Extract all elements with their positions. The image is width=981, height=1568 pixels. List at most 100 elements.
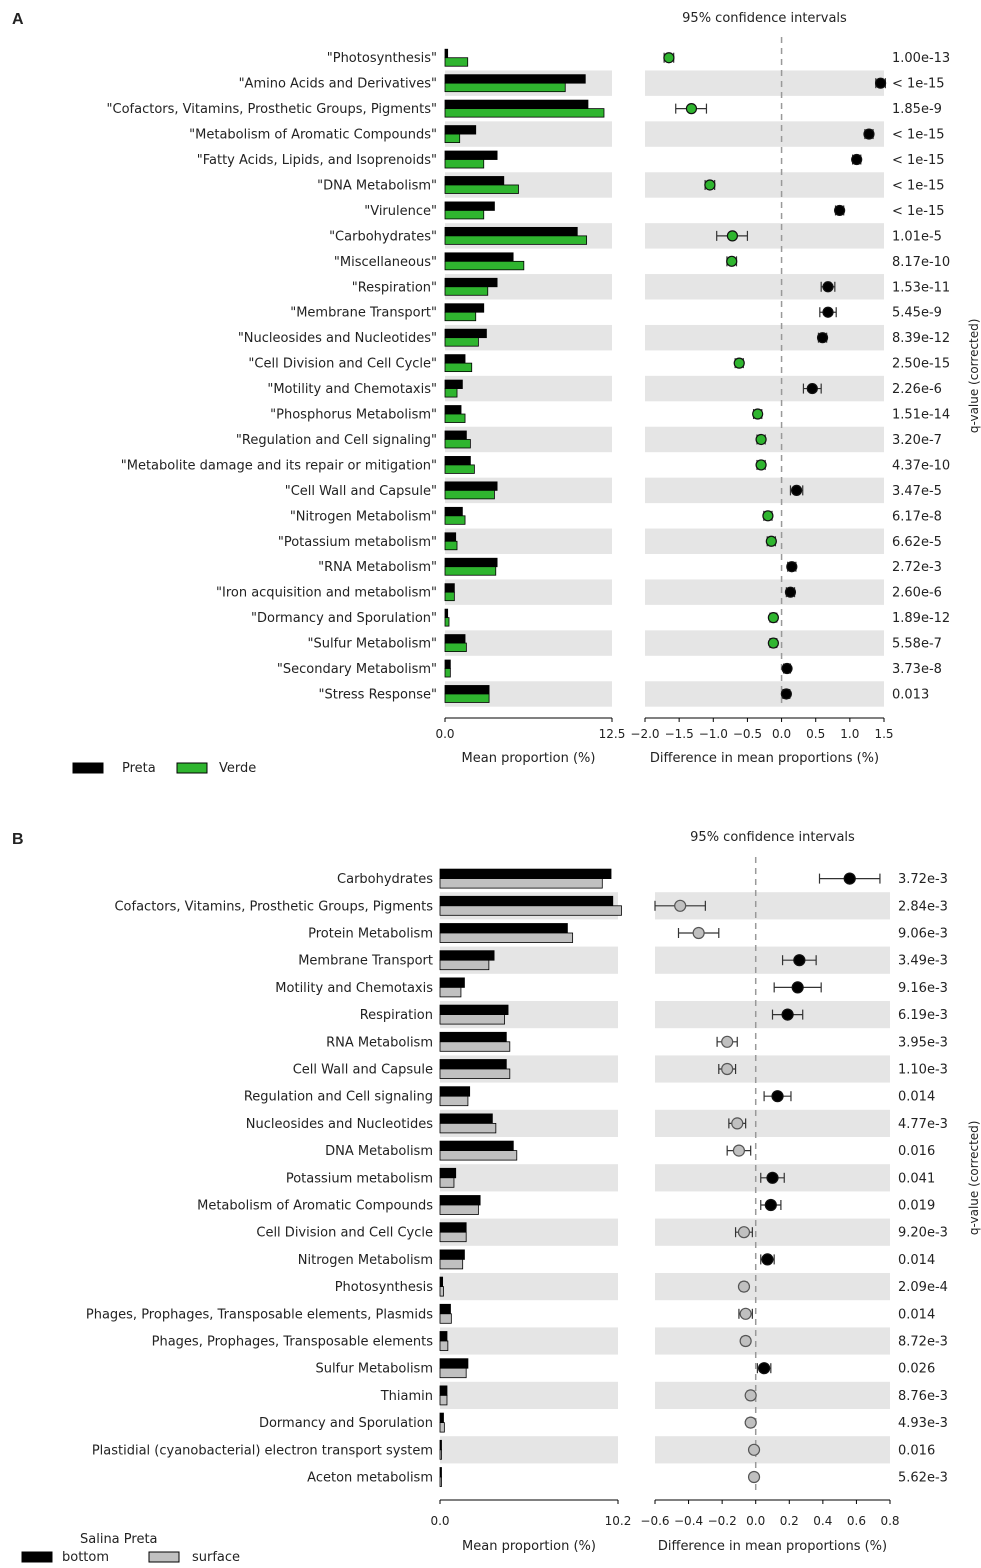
bar-verde: [444, 159, 485, 169]
bar-surface: [439, 1204, 479, 1215]
category-label: "Respiration": [352, 280, 437, 295]
q-value: 1.51e-14: [892, 408, 950, 423]
category-label: Aceton metabolism: [307, 1471, 433, 1486]
bar-surface: [439, 1313, 452, 1324]
bar-preta: [444, 201, 495, 211]
legend-swatch: [21, 1551, 53, 1563]
diff-tick-label: 0.5: [806, 727, 825, 741]
bar-bottom: [439, 1303, 451, 1315]
category-label: "Membrane Transport": [290, 306, 437, 321]
category-label: "Cell Wall and Capsule": [285, 484, 437, 499]
ci-title: 95% confidence intervals: [690, 830, 855, 845]
category-label: "Nucleosides and Nucleotides": [238, 331, 437, 346]
bar-surface: [439, 1367, 467, 1379]
diff-point: [762, 510, 774, 522]
category-label: "Virulence": [364, 204, 437, 219]
panel-letter: A: [12, 11, 24, 28]
q-value: 3.73e-8: [892, 662, 942, 677]
bar-verde: [444, 362, 473, 373]
diff-tick-label: 1.0: [840, 727, 859, 741]
diff-point: [726, 255, 738, 267]
diff-point: [786, 561, 798, 573]
diff-tick-label: 0.0: [772, 727, 791, 741]
diff-tick-label: −2.0: [630, 727, 659, 741]
bar-surface: [439, 1123, 497, 1134]
bar-preta: [444, 277, 498, 288]
diff-point: [781, 1008, 794, 1021]
category-label: Photosynthesis: [335, 1280, 434, 1295]
q-value: 2.26e-6: [892, 382, 942, 397]
bar-bottom: [439, 868, 612, 879]
bar-surface: [439, 959, 490, 971]
category-label: Protein Metabolism: [308, 927, 433, 942]
row-stripe: [440, 1381, 618, 1409]
bar-surface: [439, 1395, 448, 1406]
q-value: 0.014: [898, 1307, 935, 1322]
q-value: 1.00e-13: [892, 51, 950, 66]
bar-surface: [439, 1177, 455, 1188]
q-value: 0.041: [898, 1171, 935, 1186]
bar-surface: [439, 1150, 518, 1161]
legend-swatch: [176, 762, 208, 774]
bar-bottom: [439, 1031, 507, 1043]
category-label: Phages, Prophages, Transposable elements…: [86, 1307, 433, 1322]
category-label: Cell Wall and Capsule: [293, 1063, 433, 1078]
diff-point: [758, 1362, 771, 1375]
category-label: "Photosynthesis": [327, 51, 437, 66]
row-stripe: [645, 477, 884, 504]
diff-point: [822, 281, 834, 293]
q-value: 8.39e-12: [892, 331, 950, 346]
bar-verde: [444, 413, 466, 423]
diff-tick-label: 0.6: [847, 1514, 866, 1528]
q-value-axis-label: q-value (corrected): [967, 1120, 981, 1235]
diff-point: [771, 1090, 784, 1103]
category-label: "Secondary Metabolism": [277, 662, 437, 677]
diff-point: [732, 1144, 746, 1157]
q-value: 1.85e-9: [892, 102, 942, 117]
row-stripe: [655, 1327, 890, 1355]
bar-verde: [444, 591, 455, 602]
bar-verde: [444, 133, 461, 143]
bar-bottom: [439, 977, 465, 988]
q-value: 8.17e-10: [892, 255, 950, 270]
diff-point: [674, 899, 687, 912]
diff-axis-title: Difference in mean proportions (%): [658, 1539, 887, 1554]
row-stripe: [440, 1327, 618, 1355]
category-label: "Nitrogen Metabolism": [290, 509, 437, 524]
legend-label: surface: [192, 1550, 240, 1565]
category-label: Carbohydrates: [337, 872, 433, 887]
bar-bottom: [439, 1086, 471, 1097]
q-value: 9.20e-3: [898, 1226, 948, 1241]
diff-point: [726, 230, 739, 242]
q-value: 1.01e-5: [892, 229, 942, 244]
q-value: 5.58e-7: [892, 637, 942, 652]
q-value: 6.17e-8: [892, 509, 942, 524]
diff-point: [834, 204, 846, 217]
diff-point: [739, 1307, 752, 1320]
bar-bottom: [439, 1249, 465, 1260]
q-value: 2.60e-6: [892, 586, 942, 601]
legend-title: Salina Preta: [80, 1532, 158, 1547]
diff-point: [791, 981, 804, 994]
bar-preta: [444, 99, 589, 110]
row-stripe: [440, 1218, 618, 1246]
bar-preta: [444, 456, 471, 466]
bar-verde: [444, 57, 469, 67]
row-stripe: [645, 70, 884, 96]
q-value: < 1e-15: [892, 178, 945, 193]
q-value: 5.45e-9: [892, 306, 942, 321]
bar-surface: [439, 987, 462, 998]
diff-point: [790, 484, 803, 496]
bar-bottom: [439, 895, 614, 907]
q-value: 3.49e-3: [898, 954, 948, 969]
diff-point: [851, 153, 863, 166]
bar-surface: [439, 1014, 505, 1025]
bar-verde: [444, 210, 485, 220]
q-value: 0.014: [898, 1253, 935, 1268]
bar-verde: [444, 693, 490, 703]
category-label: Potassium metabolism: [286, 1171, 433, 1186]
diff-point: [663, 52, 675, 64]
q-value: 3.20e-7: [892, 433, 942, 448]
diff-point: [755, 459, 767, 471]
diff-point: [843, 872, 856, 885]
